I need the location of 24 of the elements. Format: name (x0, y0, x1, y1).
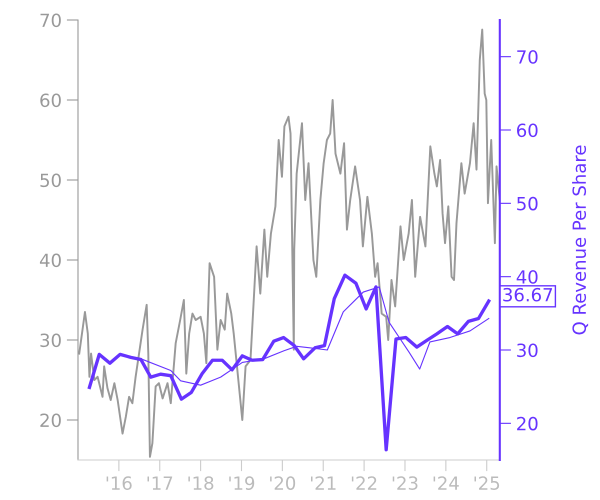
x-tick-label: '25 (474, 476, 500, 490)
y2-tick-label: 60 (517, 123, 538, 138)
x-tick-label: '20 (270, 476, 296, 490)
y2-tick-label: 40 (516, 270, 538, 284)
x-tick-label: '24 (434, 476, 459, 490)
text: 36.67 (503, 288, 552, 302)
x-tick-label: '22 (352, 476, 376, 490)
y-tick-label: 50 (40, 173, 61, 188)
y2-tick-label: 70 (517, 50, 538, 64)
y-tick-label: 60 (40, 93, 61, 108)
x-tick-label: '16 (106, 476, 132, 490)
x-tick-label: '21 (311, 476, 336, 490)
x-tick-label: '23 (392, 476, 418, 490)
y2-axis-title: Q Revenue Per Share (572, 146, 588, 334)
y2-tick-label: 20 (517, 416, 538, 430)
x-tick-label: '17 (148, 476, 172, 490)
y2-tick-label: 50 (517, 196, 538, 210)
y-tick-label: 20 (40, 413, 61, 428)
x-tick-label: '19 (229, 476, 254, 490)
y-tick-label: 40 (40, 253, 61, 268)
x-tick-label: '18 (188, 476, 214, 490)
y-tick-label: 70 (40, 13, 61, 28)
y2-tick-label: 30 (517, 343, 538, 358)
y-tick-label: 30 (40, 333, 61, 348)
